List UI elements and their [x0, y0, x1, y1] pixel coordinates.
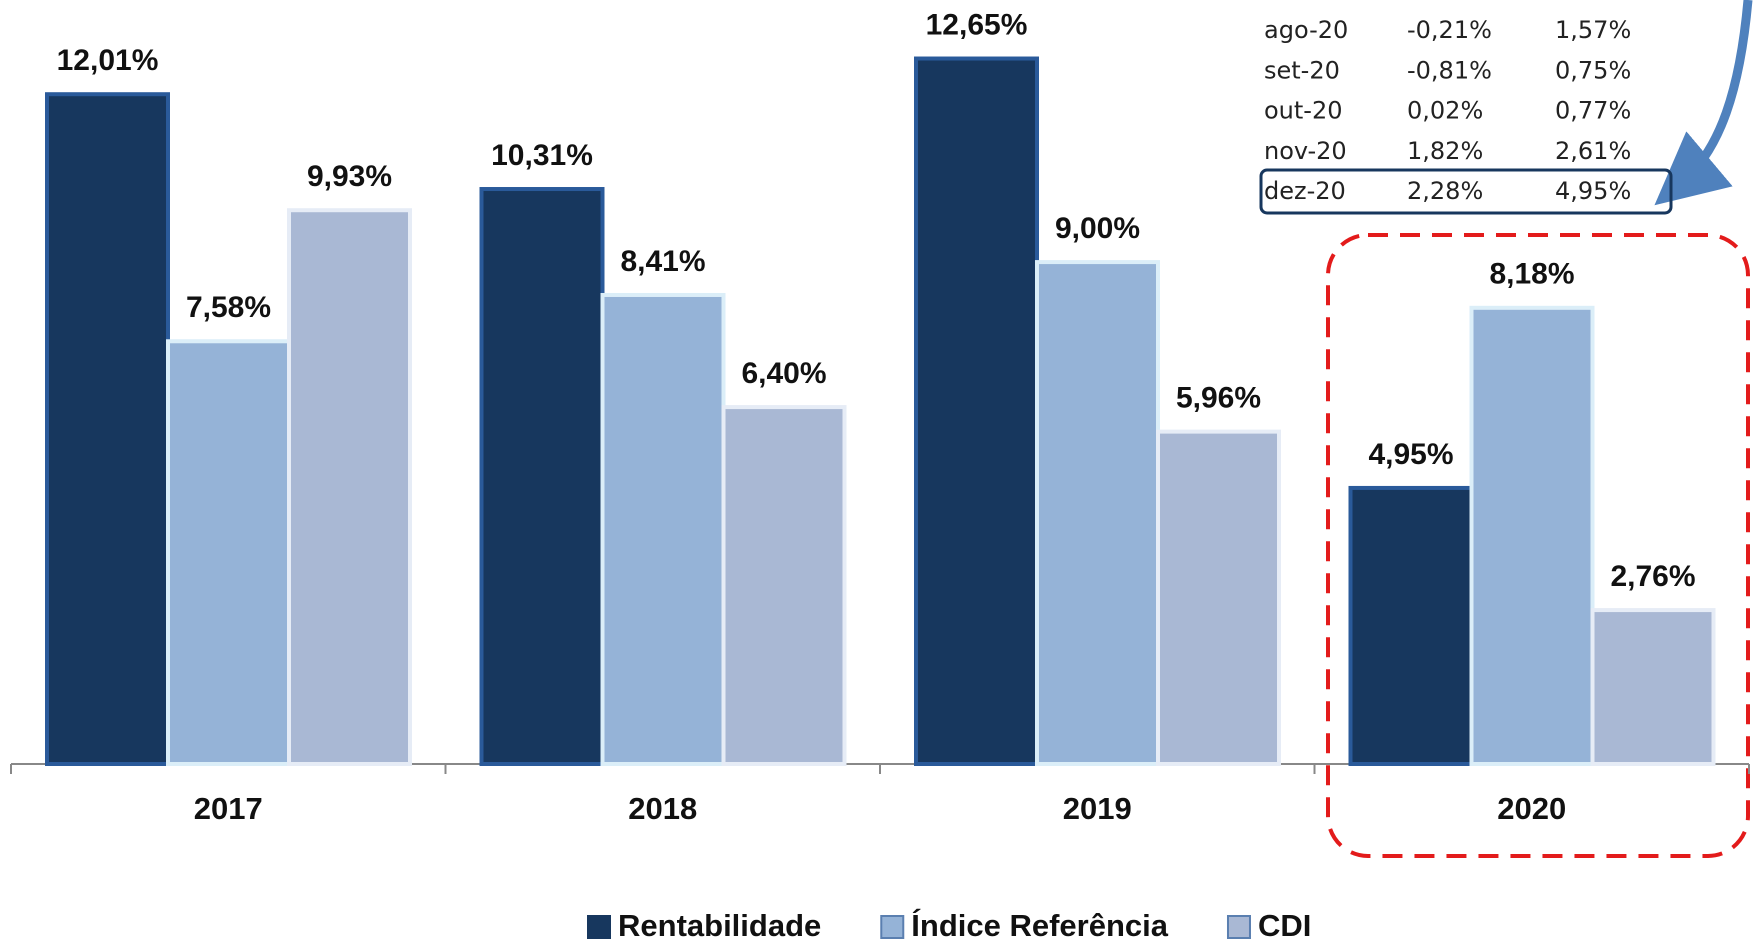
- table-cell: set-20: [1264, 56, 1340, 84]
- bar: [166, 339, 291, 766]
- table-cell: -0,81%: [1407, 56, 1492, 84]
- value-label: 5,96%: [1176, 382, 1261, 415]
- value-label: 10,31%: [491, 139, 593, 172]
- bar: [479, 187, 605, 766]
- table-cell: 2,61%: [1555, 137, 1631, 165]
- legend-swatch: [587, 915, 611, 939]
- legend-label: CDI: [1258, 908, 1311, 942]
- bar: [914, 56, 1039, 767]
- table-cell: dez-20: [1264, 177, 1346, 205]
- highlight-box: [1326, 233, 1750, 858]
- table-cell: nov-20: [1264, 137, 1347, 165]
- table-cell: 0,75%: [1555, 56, 1631, 84]
- value-label: 6,40%: [741, 357, 826, 390]
- bar: [1348, 485, 1474, 766]
- table-cell: 2,28%: [1407, 177, 1483, 205]
- bar: [1590, 608, 1716, 766]
- table-cell: out-20: [1264, 97, 1343, 125]
- legend-swatch: [880, 915, 905, 939]
- x-tick-label: 2018: [628, 791, 697, 826]
- bar: [721, 405, 847, 766]
- value-label: 4,95%: [1368, 438, 1453, 471]
- value-label: 8,41%: [620, 245, 705, 278]
- table-cell: ago-20: [1264, 16, 1348, 44]
- table-cell: 1,57%: [1555, 16, 1631, 44]
- table-cell: 1,82%: [1407, 137, 1483, 165]
- bar: [1469, 305, 1595, 766]
- bar: [287, 208, 412, 766]
- bar: [45, 92, 170, 766]
- value-label: 9,00%: [1055, 212, 1140, 245]
- value-label: 7,58%: [186, 291, 271, 324]
- x-tick-label: 2020: [1497, 791, 1566, 826]
- table-cell: -0,21%: [1407, 16, 1492, 44]
- value-label: 12,65%: [926, 8, 1028, 41]
- x-tick-label: 2017: [194, 791, 263, 826]
- value-label: 8,18%: [1489, 258, 1574, 291]
- value-label: 2,76%: [1610, 560, 1695, 593]
- bar: [1156, 429, 1281, 766]
- table-cell: 0,02%: [1407, 97, 1483, 125]
- legend-swatch: [1226, 915, 1251, 939]
- x-tick-label: 2019: [1063, 791, 1132, 826]
- value-label: 12,01%: [57, 44, 159, 77]
- bar: [1035, 260, 1160, 766]
- arrow: [1654, 0, 1753, 206]
- table-cell: 4,95%: [1555, 177, 1631, 205]
- table-cell: 0,77%: [1555, 97, 1631, 125]
- legend-label: Índice Referência: [911, 908, 1168, 942]
- highlight-row-box: [1259, 168, 1673, 215]
- legend-label: Rentabilidade: [618, 908, 821, 942]
- bar: [600, 292, 726, 766]
- value-label: 9,93%: [307, 160, 392, 193]
